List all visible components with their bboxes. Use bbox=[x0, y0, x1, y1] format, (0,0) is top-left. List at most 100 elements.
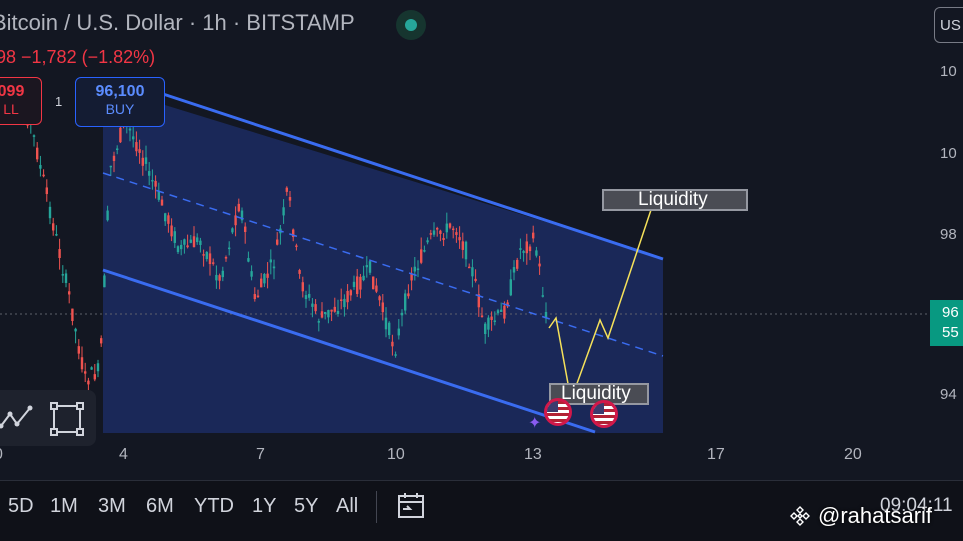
candle-body bbox=[445, 223, 448, 233]
candle-body bbox=[90, 367, 93, 370]
projection-path[interactable] bbox=[548, 197, 656, 403]
candle-body bbox=[308, 293, 311, 298]
candle-body bbox=[400, 312, 404, 316]
candle-body bbox=[471, 267, 474, 277]
timeframe-1y[interactable]: 1Y bbox=[252, 495, 277, 517]
candle-body bbox=[544, 312, 548, 319]
channel-upper-line[interactable] bbox=[159, 91, 664, 261]
candle-body bbox=[468, 266, 471, 269]
candle-body bbox=[362, 275, 365, 281]
candle-body bbox=[189, 239, 192, 243]
candle-body bbox=[528, 246, 532, 252]
candle-body bbox=[317, 321, 320, 323]
candle-body bbox=[333, 306, 336, 312]
candle-body bbox=[487, 317, 490, 330]
toolbar-divider bbox=[376, 491, 377, 523]
chart-clock: 09:04:11 bbox=[880, 495, 953, 516]
candle-body bbox=[164, 213, 167, 222]
candle-body bbox=[452, 228, 455, 231]
symbol-title[interactable]: Bitcoin / U.S. Dollar · 1h · BITSTAMP bbox=[0, 10, 355, 35]
channel-lower-line[interactable] bbox=[102, 268, 596, 434]
candle-body bbox=[87, 380, 90, 385]
candle-body bbox=[343, 298, 346, 308]
sell-label: LL bbox=[3, 101, 19, 117]
candle-body bbox=[109, 165, 112, 168]
candle-body bbox=[420, 249, 423, 263]
path-tool-icon[interactable] bbox=[0, 402, 34, 432]
candle-body bbox=[208, 253, 212, 265]
channel-mid-line[interactable] bbox=[102, 172, 664, 357]
candle-body bbox=[80, 357, 84, 370]
candle-body bbox=[285, 187, 288, 192]
candle-body bbox=[516, 259, 519, 269]
timeframe-ytd[interactable]: YTD bbox=[194, 495, 234, 517]
candle-body bbox=[224, 257, 228, 259]
candle-body bbox=[519, 248, 522, 250]
candle-body bbox=[413, 266, 416, 272]
candle-body bbox=[496, 310, 500, 314]
watermark-handle: @rahatsarif bbox=[818, 503, 933, 528]
candle-body bbox=[180, 244, 183, 250]
replay-icon[interactable] bbox=[396, 491, 426, 521]
candle-body bbox=[324, 311, 327, 314]
candle-body bbox=[538, 263, 541, 267]
candle-body bbox=[432, 230, 436, 235]
candle-body bbox=[493, 320, 496, 322]
candle-body bbox=[477, 294, 480, 308]
candle-body bbox=[247, 258, 250, 262]
candle-body bbox=[439, 230, 442, 234]
candle-body bbox=[205, 252, 208, 260]
candle-body bbox=[148, 171, 151, 176]
candle-body bbox=[55, 234, 58, 236]
timeframe-all[interactable]: All bbox=[336, 495, 359, 517]
candle-body bbox=[128, 128, 132, 131]
price-scale-label: 98 bbox=[940, 226, 957, 243]
candle-body bbox=[314, 304, 317, 312]
candle-body bbox=[151, 179, 154, 182]
candle-body bbox=[416, 268, 420, 271]
buy-label: BUY bbox=[105, 101, 135, 117]
candle-body bbox=[52, 223, 55, 231]
candle-body bbox=[263, 273, 266, 284]
timeframe-1m[interactable]: 1M bbox=[50, 495, 78, 517]
liquidity-label-top[interactable]: Liquidity bbox=[602, 189, 748, 211]
candle-body bbox=[464, 241, 468, 260]
candle-body bbox=[74, 328, 77, 332]
candle-body bbox=[260, 278, 263, 288]
rectangle-tool-icon[interactable] bbox=[50, 402, 84, 436]
timeframe-5d[interactable]: 5D bbox=[8, 495, 34, 517]
candle-body bbox=[45, 187, 48, 195]
candle-body bbox=[202, 254, 205, 256]
candle-body bbox=[71, 308, 74, 322]
candle-body bbox=[301, 282, 304, 292]
candle-body bbox=[84, 371, 87, 374]
candle-body bbox=[138, 149, 141, 153]
us-flag-icon[interactable] bbox=[590, 400, 618, 428]
candle-body bbox=[253, 294, 256, 300]
candle-body bbox=[330, 309, 333, 312]
timeframe-6m[interactable]: 6M bbox=[146, 495, 174, 517]
alert-star-icon: ✦ bbox=[528, 413, 541, 432]
price-chart[interactable]: ✦ bbox=[0, 0, 963, 480]
candle-body bbox=[68, 291, 71, 295]
candle-body bbox=[77, 346, 80, 354]
candle-body bbox=[269, 259, 272, 263]
candle-body bbox=[512, 267, 516, 273]
candle-body bbox=[298, 270, 301, 274]
candle-body bbox=[106, 210, 109, 221]
candle-body bbox=[327, 310, 330, 318]
price-scale-label: 10 bbox=[940, 145, 957, 162]
candle-body bbox=[48, 206, 52, 219]
spread-value: 1 bbox=[55, 94, 63, 109]
candle-body bbox=[394, 354, 397, 356]
buy-button[interactable]: 96,100 BUY bbox=[75, 77, 165, 127]
currency-selector[interactable]: US bbox=[934, 7, 963, 43]
candle-body bbox=[192, 236, 196, 248]
timeframe-5y[interactable]: 5Y bbox=[294, 495, 319, 517]
timeframe-3m[interactable]: 3M bbox=[98, 495, 126, 517]
us-flag-icon[interactable] bbox=[544, 398, 572, 426]
candle-body bbox=[135, 142, 138, 152]
candle-body bbox=[183, 239, 186, 245]
sell-button[interactable]: 099 LL bbox=[0, 77, 42, 125]
candle-body bbox=[532, 232, 535, 239]
